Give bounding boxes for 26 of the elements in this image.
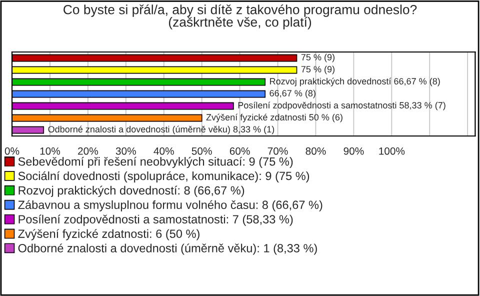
x-tick-label: 10%	[40, 147, 60, 155]
x-tick-label: 80%	[306, 147, 326, 155]
x-tick-label: 60%	[230, 147, 250, 155]
x-tick-label: 70%	[268, 147, 288, 155]
legend-label: Posílení zodpovědnosti a samostatnosti: 7 (58,33 %)	[18, 214, 293, 226]
x-tick-label: 30%	[116, 147, 136, 155]
legend-label: Rozvoj praktických dovedností: 8 (66,67 %)	[18, 186, 244, 197]
legend-label: Odborné znalosti a dovednosti (úměrně věku): 1 (8,33 %)	[18, 244, 317, 255]
x-tick-label: 100%	[379, 147, 405, 155]
legend-label: Sociální dovednosti (spolupráce, komunikace): 9 (75 %)	[18, 171, 310, 182]
data-label: Odborné znalosti a dovednosti (úměrně věku) 8,33 % (1)	[48, 126, 274, 134]
legend-label: Zvýšení fyzické zdatnosti: 6 (50 %)	[18, 229, 200, 240]
legend-label: Zábavnou a smysluplnou formu volného času: 8 (66,67 %)	[18, 200, 322, 212]
x-tick-label: 40%	[154, 147, 174, 155]
data-label: Rozvoj praktických dovedností 66,67 % (8)	[270, 78, 440, 86]
x-tick-label: 20%	[78, 147, 98, 155]
legend-label: Sebevědomí při řešení neobvyklých situací: 9 (75 %)	[18, 156, 293, 168]
x-tick-label: 90%	[344, 147, 364, 155]
data-label: Posílení zodpovědnosti a samostatnosti 58,33 % (7)	[238, 102, 446, 110]
data-label: 75 % (9)	[301, 54, 334, 62]
data-label: 66,67 % (8)	[270, 90, 316, 98]
x-tick-label: 50%	[192, 147, 212, 155]
chart-title: Co byste si přál/a, aby si dítě z takového programu odneslo? (zaškrtněte vše, co platí)	[64, 4, 417, 30]
data-label: 75 % (9)	[301, 66, 334, 74]
data-label: Zvýšení fyzické zdatnosti 50 % (6)	[206, 114, 342, 122]
x-tick-label: 0%	[4, 147, 20, 155]
